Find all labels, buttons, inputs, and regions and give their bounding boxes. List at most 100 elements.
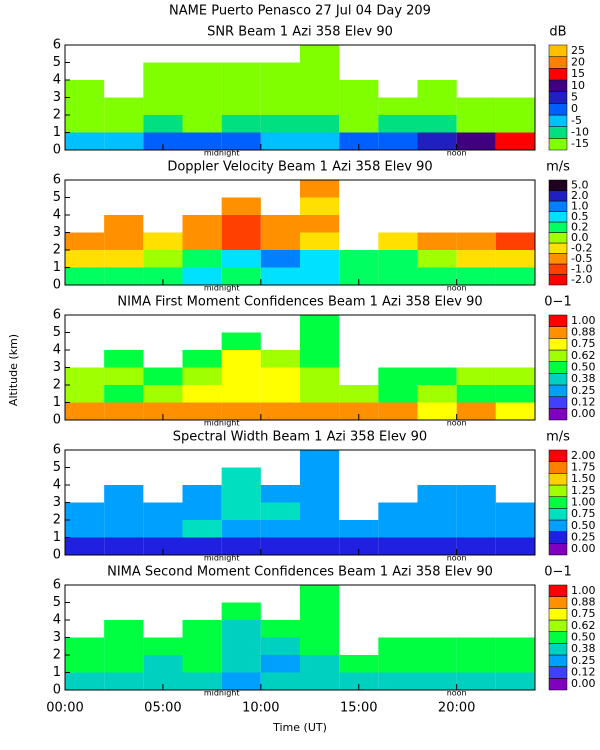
colorbar-label: 0.50 <box>571 361 596 374</box>
data-cell <box>104 537 144 555</box>
y-axis-label: Altitude (km) <box>7 334 20 406</box>
data-cell <box>104 367 144 385</box>
colorbar-segment <box>548 211 568 223</box>
data-cell <box>182 385 222 403</box>
data-cell <box>221 672 261 690</box>
data-cell <box>300 350 340 368</box>
data-cell <box>300 502 340 520</box>
y-tick-label: 5 <box>53 325 61 340</box>
data-cell <box>65 115 105 133</box>
data-cell <box>300 232 340 250</box>
y-tick-label: 6 <box>53 308 61 323</box>
colorbar-label: 0.0 <box>571 231 589 244</box>
data-cell <box>495 250 535 268</box>
data-cell <box>182 672 222 690</box>
data-cell <box>456 672 496 690</box>
colorbar-segment <box>548 631 568 644</box>
data-cell <box>221 80 261 98</box>
x-tick-label: 00:00 <box>46 701 83 716</box>
data-cell <box>300 620 340 638</box>
colorbar-segment <box>548 232 568 244</box>
data-cell <box>182 115 222 133</box>
data-cell <box>221 402 261 420</box>
y-tick-label: 1 <box>53 260 61 275</box>
data-cell <box>182 402 222 420</box>
y-tick-label: 2 <box>53 648 61 663</box>
y-tick-label: 2 <box>53 513 61 528</box>
y-tick-label: 3 <box>53 630 61 645</box>
data-cell <box>182 367 222 385</box>
data-cell <box>495 655 535 673</box>
data-cell <box>417 672 457 690</box>
y-tick-label: 5 <box>53 190 61 205</box>
data-cell <box>300 80 340 98</box>
data-cell <box>221 62 261 80</box>
data-cell <box>260 132 300 150</box>
data-cell <box>339 520 379 538</box>
data-cell <box>221 97 261 115</box>
colorbar-segment <box>548 408 568 421</box>
data-cell <box>260 402 300 420</box>
colorbar-segment <box>548 596 568 609</box>
y-tick-label: 1 <box>53 530 61 545</box>
colorbar-label: 0.2 <box>571 220 589 233</box>
data-cell <box>221 385 261 403</box>
figure-title: NAME Puerto Penasco 27 Jul 04 Day 209 <box>169 4 431 19</box>
colorbar-segment <box>548 484 568 497</box>
data-cell <box>456 385 496 403</box>
annotation: midnight <box>204 689 240 698</box>
y-tick-label: 4 <box>53 73 61 88</box>
data-cell <box>417 402 457 420</box>
data-cell <box>378 655 418 673</box>
y-tick-label: 4 <box>53 343 61 358</box>
data-cell <box>260 502 300 520</box>
data-cell <box>300 315 340 333</box>
units-label: dB <box>549 25 566 40</box>
data-cell <box>104 402 144 420</box>
colorbar-label: 0.88 <box>571 596 596 609</box>
data-cell <box>378 267 418 285</box>
colorbar-label: 2.0 <box>571 189 589 202</box>
colorbar-segment <box>548 461 568 474</box>
data-cell <box>300 672 340 690</box>
colorbar-label: 0.75 <box>571 507 596 520</box>
data-cell <box>221 197 261 215</box>
data-cell <box>495 97 535 115</box>
data-cell <box>221 267 261 285</box>
data-cell <box>143 655 183 673</box>
colorbar-label: -1.0 <box>571 262 592 275</box>
data-cell <box>260 215 300 233</box>
colorbar-segment <box>548 91 568 104</box>
data-cell <box>417 250 457 268</box>
data-cell <box>495 232 535 250</box>
data-cell <box>65 537 105 555</box>
data-cell <box>182 620 222 638</box>
panel-title: SNR Beam 1 Azi 358 Elev 90 <box>207 25 393 40</box>
colorbar-label: 1.50 <box>571 472 596 485</box>
data-cell <box>260 637 300 655</box>
data-cell <box>456 537 496 555</box>
y-tick-label: 4 <box>53 478 61 493</box>
data-cell <box>300 602 340 620</box>
data-cell <box>456 655 496 673</box>
data-cell <box>143 520 183 538</box>
data-cell <box>300 385 340 403</box>
data-cell <box>182 97 222 115</box>
data-cell <box>221 602 261 620</box>
colorbar-segment <box>548 666 568 679</box>
data-cell <box>221 467 261 485</box>
data-cell <box>378 502 418 520</box>
data-cell <box>143 132 183 150</box>
data-cell <box>300 450 340 468</box>
data-cell <box>260 62 300 80</box>
data-cell <box>65 267 105 285</box>
colorbar-segment <box>548 68 568 81</box>
data-cell <box>300 97 340 115</box>
data-cell <box>378 385 418 403</box>
colorbar-label: 1.00 <box>571 584 596 597</box>
data-cell <box>378 367 418 385</box>
data-cell <box>260 80 300 98</box>
colorbar-segment <box>548 496 568 509</box>
data-cell <box>417 637 457 655</box>
